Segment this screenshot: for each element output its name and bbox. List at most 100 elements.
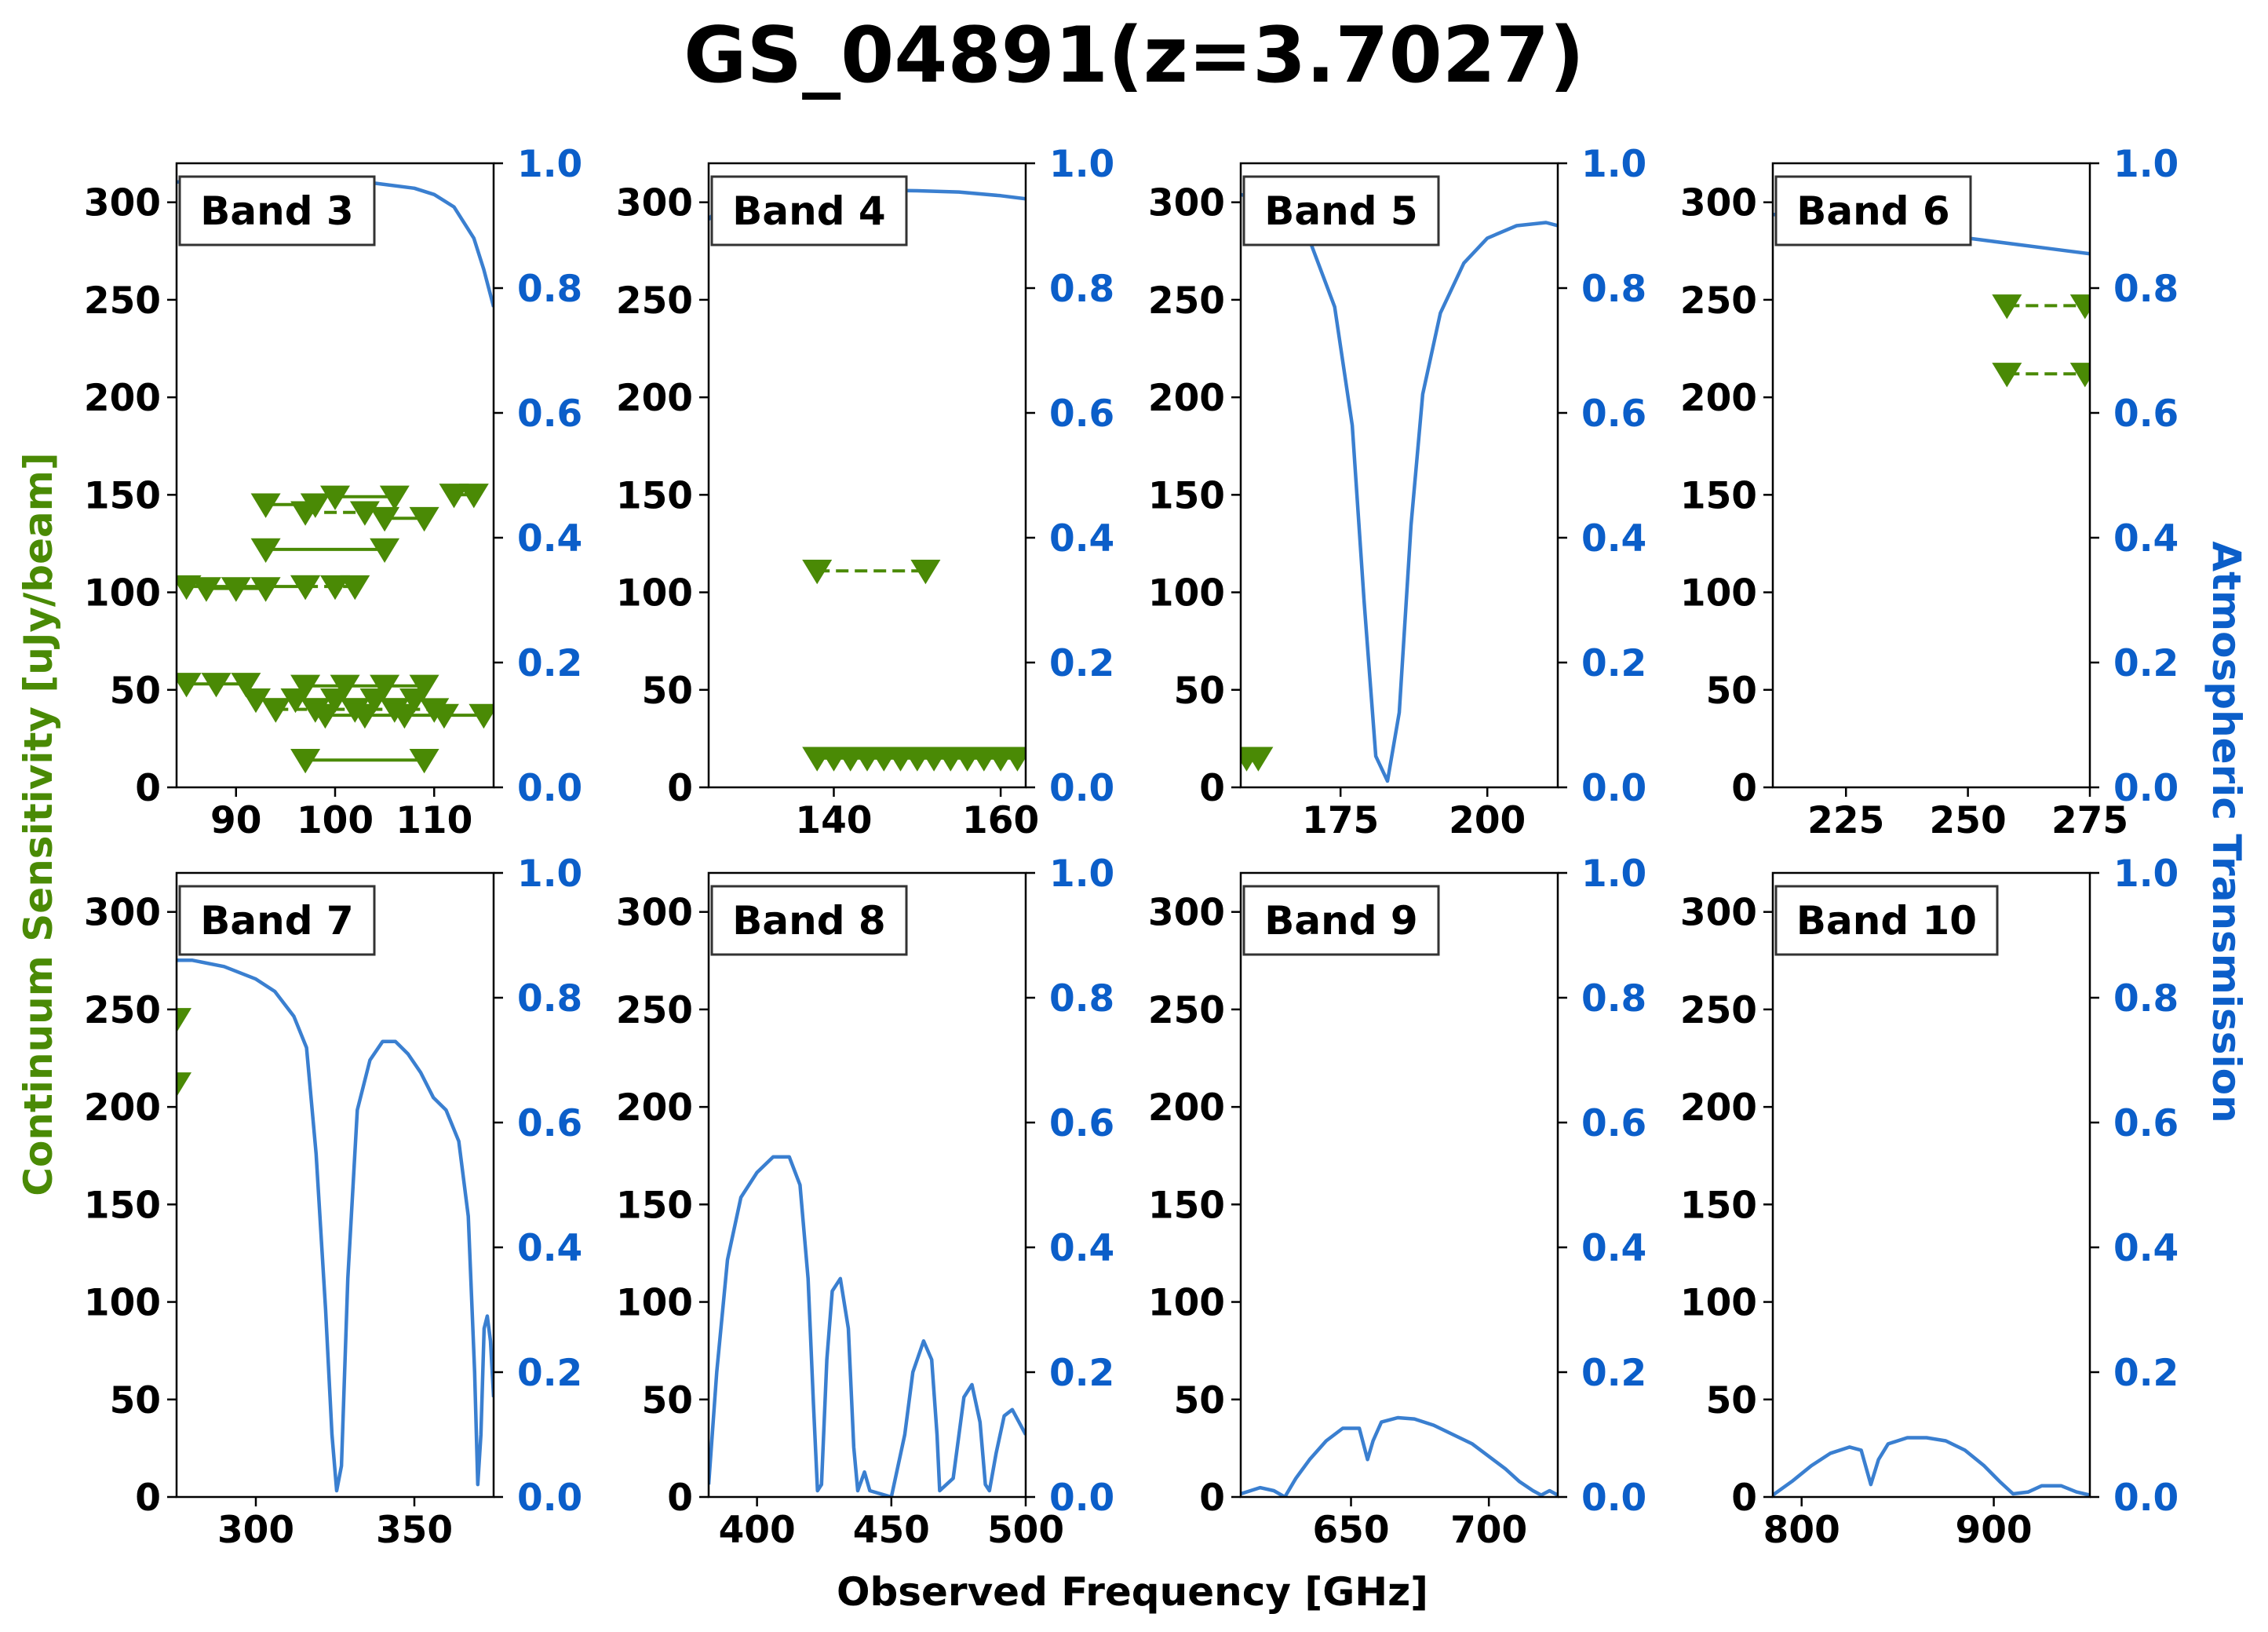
sensitivity-upper-limit-marker [349, 703, 380, 729]
right-tick-label: 0.4 [2113, 517, 2179, 560]
left-tick-label: 150 [1148, 1184, 1225, 1227]
sensitivity-upper-limit-marker [379, 485, 410, 510]
left-tick-label: 0 [135, 1477, 161, 1520]
sensitivity-upper-limit-marker [320, 575, 350, 601]
x-tick-label: 400 [719, 1509, 796, 1552]
left-tick-label: 150 [616, 1184, 693, 1227]
x-tick-label: 175 [1302, 799, 1379, 842]
right-tick-label: 0.6 [1581, 392, 1646, 436]
x-tick-label: 100 [297, 799, 374, 842]
left-tick-label: 0 [667, 1477, 693, 1520]
right-tick-label: 0.8 [1049, 268, 1114, 311]
left-tick-label: 250 [84, 279, 161, 323]
sensitivity-upper-limit-marker [177, 1072, 191, 1097]
sensitivity-upper-limit-marker [1243, 747, 1274, 772]
panel-band-4: 0 50 100 150 200 250 300 0.0 0.2 0.4 0.6 0.8 1.0 140 1… [616, 143, 1114, 842]
right-tick-label: 0.0 [1581, 767, 1646, 810]
left-tick-label: 200 [84, 1086, 161, 1130]
x-tick-label: 300 [217, 1509, 294, 1552]
x-axis-title: Observed Frequency [GHz] [837, 1569, 1428, 1615]
left-tick-label: 50 [642, 670, 693, 713]
left-tick-label: 100 [1680, 1282, 1757, 1325]
left-tick-label: 150 [84, 474, 161, 517]
right-tick-label: 0.2 [517, 642, 582, 685]
sensitivity-upper-limit-marker [458, 484, 489, 509]
plot-area [709, 188, 1026, 772]
x-tick-label: 90 [210, 799, 261, 842]
sensitivity-upper-limit-marker [201, 673, 232, 698]
right-tick-label: 0.4 [1581, 517, 1646, 560]
sensitivity-upper-limit-marker [439, 484, 469, 509]
left-tick-label: 300 [616, 892, 693, 935]
band-label-box [710, 885, 908, 956]
panel-frame [1239, 871, 1559, 1499]
right-tick-label: 0.0 [1581, 1477, 1646, 1520]
right-tick-label: 0.4 [517, 517, 582, 560]
sensitivity-upper-limit-marker [1002, 747, 1026, 772]
left-tick-label: 300 [1148, 892, 1225, 935]
panel-frame [175, 871, 495, 1499]
left-tick-label: 150 [1680, 474, 1757, 517]
x-tick-label: 250 [1930, 799, 2007, 842]
left-tick-label: 100 [616, 572, 693, 615]
sensitivity-upper-limit-marker [409, 749, 439, 774]
panel-band-6: 0 50 100 150 200 250 300 0.0 0.2 0.4 0.6 0.8 1.0 225 2… [1680, 143, 2179, 842]
left-tick-label: 250 [84, 989, 161, 1032]
band-label-box [178, 175, 376, 246]
right-tick-label: 1.0 [1581, 853, 1646, 896]
left-tick-label: 250 [1148, 989, 1225, 1032]
left-tick-label: 50 [1174, 670, 1225, 713]
band-label-box [710, 175, 908, 246]
plot-area [1241, 192, 1558, 783]
band-label-box [1774, 885, 1999, 956]
right-tick-label: 0.2 [1049, 1352, 1114, 1395]
left-tick-label: 50 [1706, 670, 1757, 713]
right-tick-label: 0.0 [517, 767, 582, 810]
right-tick-label: 0.6 [2113, 392, 2179, 436]
right-tick-label: 0.8 [517, 268, 582, 311]
sensitivity-upper-limit-marker [241, 688, 271, 714]
right-tick-label: 0.0 [2113, 767, 2179, 810]
left-tick-label: 150 [616, 474, 693, 517]
x-tick-label: 800 [1763, 1509, 1840, 1552]
sensitivity-upper-limit-marker [1992, 363, 2022, 388]
sensitivity-upper-limit-marker [191, 577, 221, 602]
left-tick-label: 50 [1706, 1379, 1757, 1422]
left-tick-label: 100 [1148, 572, 1225, 615]
right-tick-label: 1.0 [1581, 143, 1646, 186]
right-tick-label: 0.4 [1049, 517, 1114, 560]
left-tick-label: 50 [110, 670, 161, 713]
x-tick-label: 500 [987, 1509, 1064, 1552]
panel-band-10: 0 50 100 150 200 250 300 0.0 0.2 0.4 0.6 0.8 1.0 800 9… [1680, 853, 2179, 1552]
sensitivity-upper-limit-marker [802, 560, 833, 585]
x-tick-label: 275 [2051, 799, 2128, 842]
right-tick-label: 0.2 [1049, 642, 1114, 685]
x-tick-label: 160 [962, 799, 1039, 842]
sensitivity-upper-limit-marker [177, 1008, 191, 1033]
right-tick-label: 1.0 [517, 853, 582, 896]
right-tick-label: 0.0 [517, 1477, 582, 1520]
left-tick-label: 250 [616, 279, 693, 323]
left-tick-label: 200 [616, 377, 693, 420]
right-tick-label: 0.2 [2113, 642, 2179, 685]
right-tick-label: 0.8 [2113, 268, 2179, 311]
panel-band-3: 0 50 100 150 200 250 300 0.0 0.2 0.4 0.6 0.8 1.0 90 10… [84, 143, 582, 842]
left-tick-label: 150 [84, 1184, 161, 1227]
sensitivity-upper-limit-marker [2069, 294, 2090, 319]
sensitivity-upper-limit-marker [389, 703, 420, 729]
left-tick-label: 200 [84, 377, 161, 420]
left-tick-label: 250 [1148, 279, 1225, 323]
panel-frame [1771, 871, 2091, 1499]
sensitivity-upper-limit-marker [310, 703, 341, 729]
left-tick-label: 200 [1148, 1086, 1225, 1130]
sensitivity-upper-limit-marker [290, 501, 321, 526]
right-tick-label: 0.6 [517, 1102, 582, 1145]
right-tick-label: 0.6 [2113, 1102, 2179, 1145]
right-tick-label: 1.0 [2113, 853, 2179, 896]
right-tick-label: 0.6 [1581, 1102, 1646, 1145]
left-tick-label: 300 [84, 182, 161, 225]
chart-title: GS_04891(z=3.7027) [684, 11, 1584, 100]
right-tick-label: 0.2 [1581, 642, 1646, 685]
sensitivity-upper-limit-marker [290, 575, 321, 601]
left-tick-label: 0 [135, 767, 161, 810]
